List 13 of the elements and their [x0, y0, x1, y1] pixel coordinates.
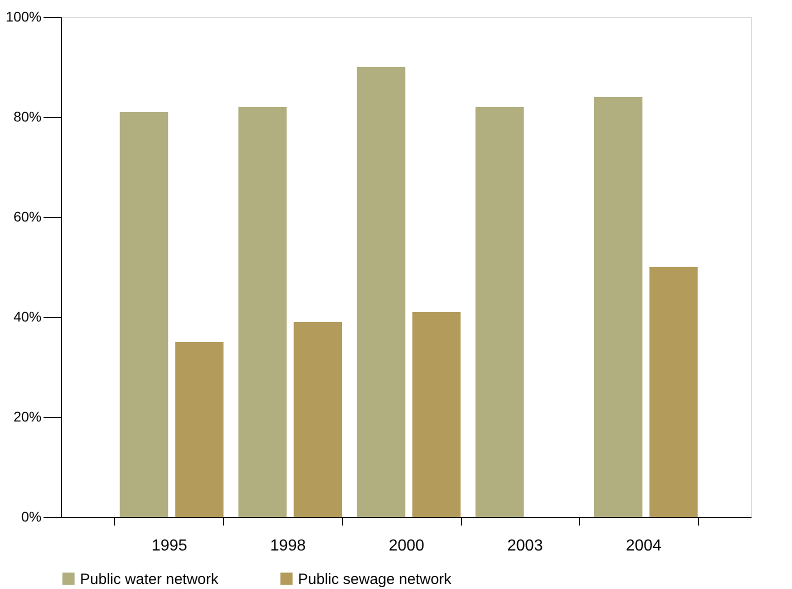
- x-tick-label: 2003: [507, 538, 543, 554]
- y-tick-label: 100%: [6, 8, 42, 24]
- legend-label: Public water network: [80, 570, 219, 588]
- x-tick-label: 1995: [152, 538, 188, 554]
- legend-label: Public sewage network: [298, 570, 452, 588]
- x-tick-label: 1998: [270, 538, 306, 554]
- x-tick-label: 2000: [388, 538, 424, 554]
- y-tick-label: 20%: [13, 408, 42, 424]
- y-tick-label: 60%: [13, 208, 42, 224]
- y-tick-label: 80%: [13, 108, 42, 124]
- x-tick-label: 2004: [626, 538, 662, 554]
- y-tick-label: 0%: [21, 508, 42, 524]
- y-tick-label: 40%: [13, 308, 42, 324]
